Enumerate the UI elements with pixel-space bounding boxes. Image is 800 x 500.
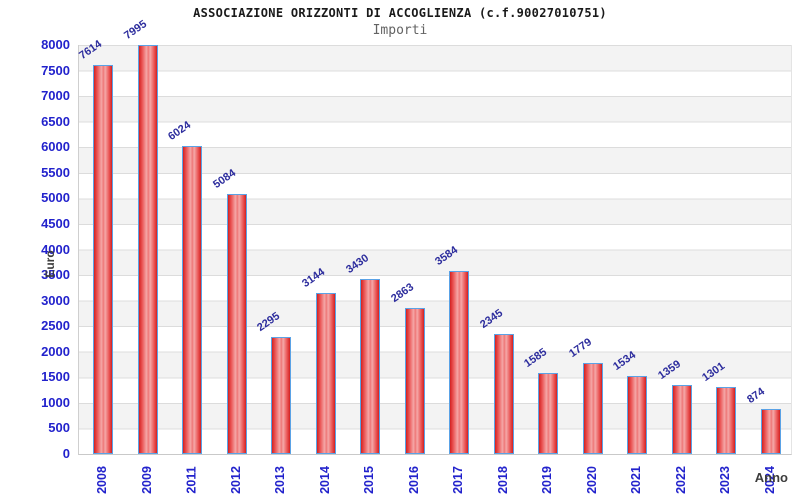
x-tick-label: 2013	[273, 466, 288, 494]
x-tick-label: 2014	[317, 466, 332, 494]
y-tick-label: 1500	[41, 369, 70, 385]
x-tick-label: 2019	[540, 466, 555, 494]
bar-value-label: 2295	[255, 310, 283, 334]
bar-value-label: 7614	[77, 38, 105, 62]
bar-value-label: 2345	[477, 307, 505, 331]
y-axis-title: Euro	[43, 250, 57, 278]
bar-value-label: 3430	[344, 252, 372, 276]
bar-value-label: 1585	[522, 346, 550, 370]
bar-value-label: 1534	[611, 349, 639, 373]
x-tick-label: 2016	[406, 466, 421, 494]
bar-value-label: 1359	[655, 358, 683, 382]
y-tick-label: 4500	[41, 215, 70, 231]
x-tick-label: 2020	[584, 466, 599, 494]
bar-2009	[137, 45, 158, 454]
y-tick-label: 3000	[41, 292, 70, 308]
bar-2012	[226, 194, 247, 454]
y-tick-label: 7000	[41, 88, 70, 104]
bar-value-label: 1301	[700, 360, 728, 384]
x-axis-title: Anno	[754, 470, 788, 485]
x-tick-label: 2017	[451, 466, 466, 494]
y-tick-label: 8000	[41, 37, 70, 52]
bar-2015	[360, 279, 381, 454]
y-tick-label: 4000	[41, 241, 70, 257]
bar-2023	[716, 387, 737, 454]
x-tick-label: 2012	[228, 466, 243, 494]
bar-2008	[93, 65, 114, 454]
y-tick-label: 6000	[41, 139, 70, 155]
x-tick-label: 2009	[139, 466, 154, 494]
y-tick-label: 5500	[41, 164, 70, 180]
bar-value-label: 874	[744, 385, 767, 406]
bar-2019	[538, 373, 559, 454]
x-tick-label: 2015	[362, 466, 377, 494]
x-tick-label: 2008	[95, 466, 110, 494]
bar-value-label: 3584	[433, 244, 461, 268]
y-tick-label: 2500	[41, 318, 70, 334]
y-tick-label: 1000	[41, 394, 70, 410]
bar-2017	[449, 271, 470, 454]
bar-2020	[582, 363, 603, 454]
bar-2024	[760, 409, 781, 454]
y-tick-label: 500	[48, 420, 70, 436]
bar-2022	[671, 385, 692, 454]
x-tick-label: 2022	[673, 466, 688, 494]
bar-2013	[271, 337, 292, 454]
y-axis-tick-labels: 0 500 1000 1500 2000 2500 3000 3500 4000 4500 5000…	[0, 37, 70, 461]
y-tick-label: 7500	[41, 62, 70, 78]
bar-2021	[627, 376, 648, 454]
y-tick-label: 6500	[41, 113, 70, 129]
chart-title: ASSOCIAZIONE ORIZZONTI DI ACCOGLIENZA (c…	[193, 6, 607, 20]
bar-value-label: 5084	[210, 167, 238, 191]
y-tick-label: 3500	[41, 267, 70, 283]
bar-2011	[182, 146, 203, 454]
bar-2018	[493, 334, 514, 454]
bar-value-label: 2863	[388, 281, 416, 305]
bar-2016	[404, 308, 425, 454]
y-tick-label: 0	[62, 446, 70, 461]
bar-value-label: 7995	[121, 18, 149, 42]
bar-value-label: 1779	[566, 336, 594, 360]
bar-value-label: 6024	[166, 119, 194, 143]
y-tick-label: 2000	[41, 343, 70, 359]
x-tick-label: 2018	[495, 466, 510, 494]
plot-area: 7614 7995 6024 5084 2295 3144 3430 2863 3584 2345…	[77, 18, 792, 455]
x-axis-tick-labels: 2008 2009 2011 2012 2013 2014 2015 2016 2017 2018…	[78, 460, 790, 500]
bar-2014	[315, 293, 336, 454]
x-tick-label: 2011	[184, 466, 199, 494]
bar-value-label: 3144	[299, 266, 327, 290]
x-tick-label: 2021	[629, 466, 644, 494]
chart-subtitle: Importi	[372, 23, 428, 38]
x-tick-label: 2023	[718, 466, 733, 494]
y-tick-label: 5000	[41, 190, 70, 206]
